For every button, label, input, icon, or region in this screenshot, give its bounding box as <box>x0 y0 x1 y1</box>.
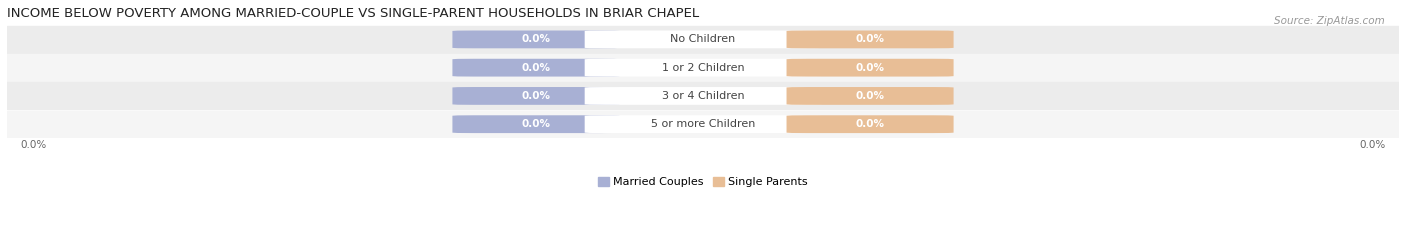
Text: 0.0%: 0.0% <box>522 63 550 73</box>
Text: 0.0%: 0.0% <box>856 34 884 45</box>
FancyBboxPatch shape <box>453 31 620 48</box>
Text: 0.0%: 0.0% <box>856 63 884 73</box>
FancyBboxPatch shape <box>786 59 953 77</box>
FancyBboxPatch shape <box>786 31 953 48</box>
Text: 0.0%: 0.0% <box>522 34 550 45</box>
Text: 1 or 2 Children: 1 or 2 Children <box>662 63 744 73</box>
Text: 0.0%: 0.0% <box>856 91 884 101</box>
Bar <box>7 111 1399 138</box>
Text: 3 or 4 Children: 3 or 4 Children <box>662 91 744 101</box>
Legend: Married Couples, Single Parents: Married Couples, Single Parents <box>593 172 813 192</box>
Text: Source: ZipAtlas.com: Source: ZipAtlas.com <box>1274 16 1385 26</box>
FancyBboxPatch shape <box>786 87 953 105</box>
FancyBboxPatch shape <box>585 87 821 105</box>
Text: 0.0%: 0.0% <box>21 140 48 150</box>
Text: 0.0%: 0.0% <box>1358 140 1385 150</box>
FancyBboxPatch shape <box>453 59 620 77</box>
FancyBboxPatch shape <box>585 115 821 133</box>
FancyBboxPatch shape <box>585 59 821 77</box>
Text: No Children: No Children <box>671 34 735 45</box>
Bar <box>7 26 1399 53</box>
FancyBboxPatch shape <box>453 87 620 105</box>
Text: 5 or more Children: 5 or more Children <box>651 119 755 129</box>
Bar <box>7 82 1399 110</box>
Bar <box>7 54 1399 81</box>
Text: 0.0%: 0.0% <box>856 119 884 129</box>
FancyBboxPatch shape <box>585 31 821 48</box>
Text: INCOME BELOW POVERTY AMONG MARRIED-COUPLE VS SINGLE-PARENT HOUSEHOLDS IN BRIAR C: INCOME BELOW POVERTY AMONG MARRIED-COUPL… <box>7 7 699 20</box>
Text: 0.0%: 0.0% <box>522 91 550 101</box>
FancyBboxPatch shape <box>453 115 620 133</box>
FancyBboxPatch shape <box>786 115 953 133</box>
Text: 0.0%: 0.0% <box>522 119 550 129</box>
